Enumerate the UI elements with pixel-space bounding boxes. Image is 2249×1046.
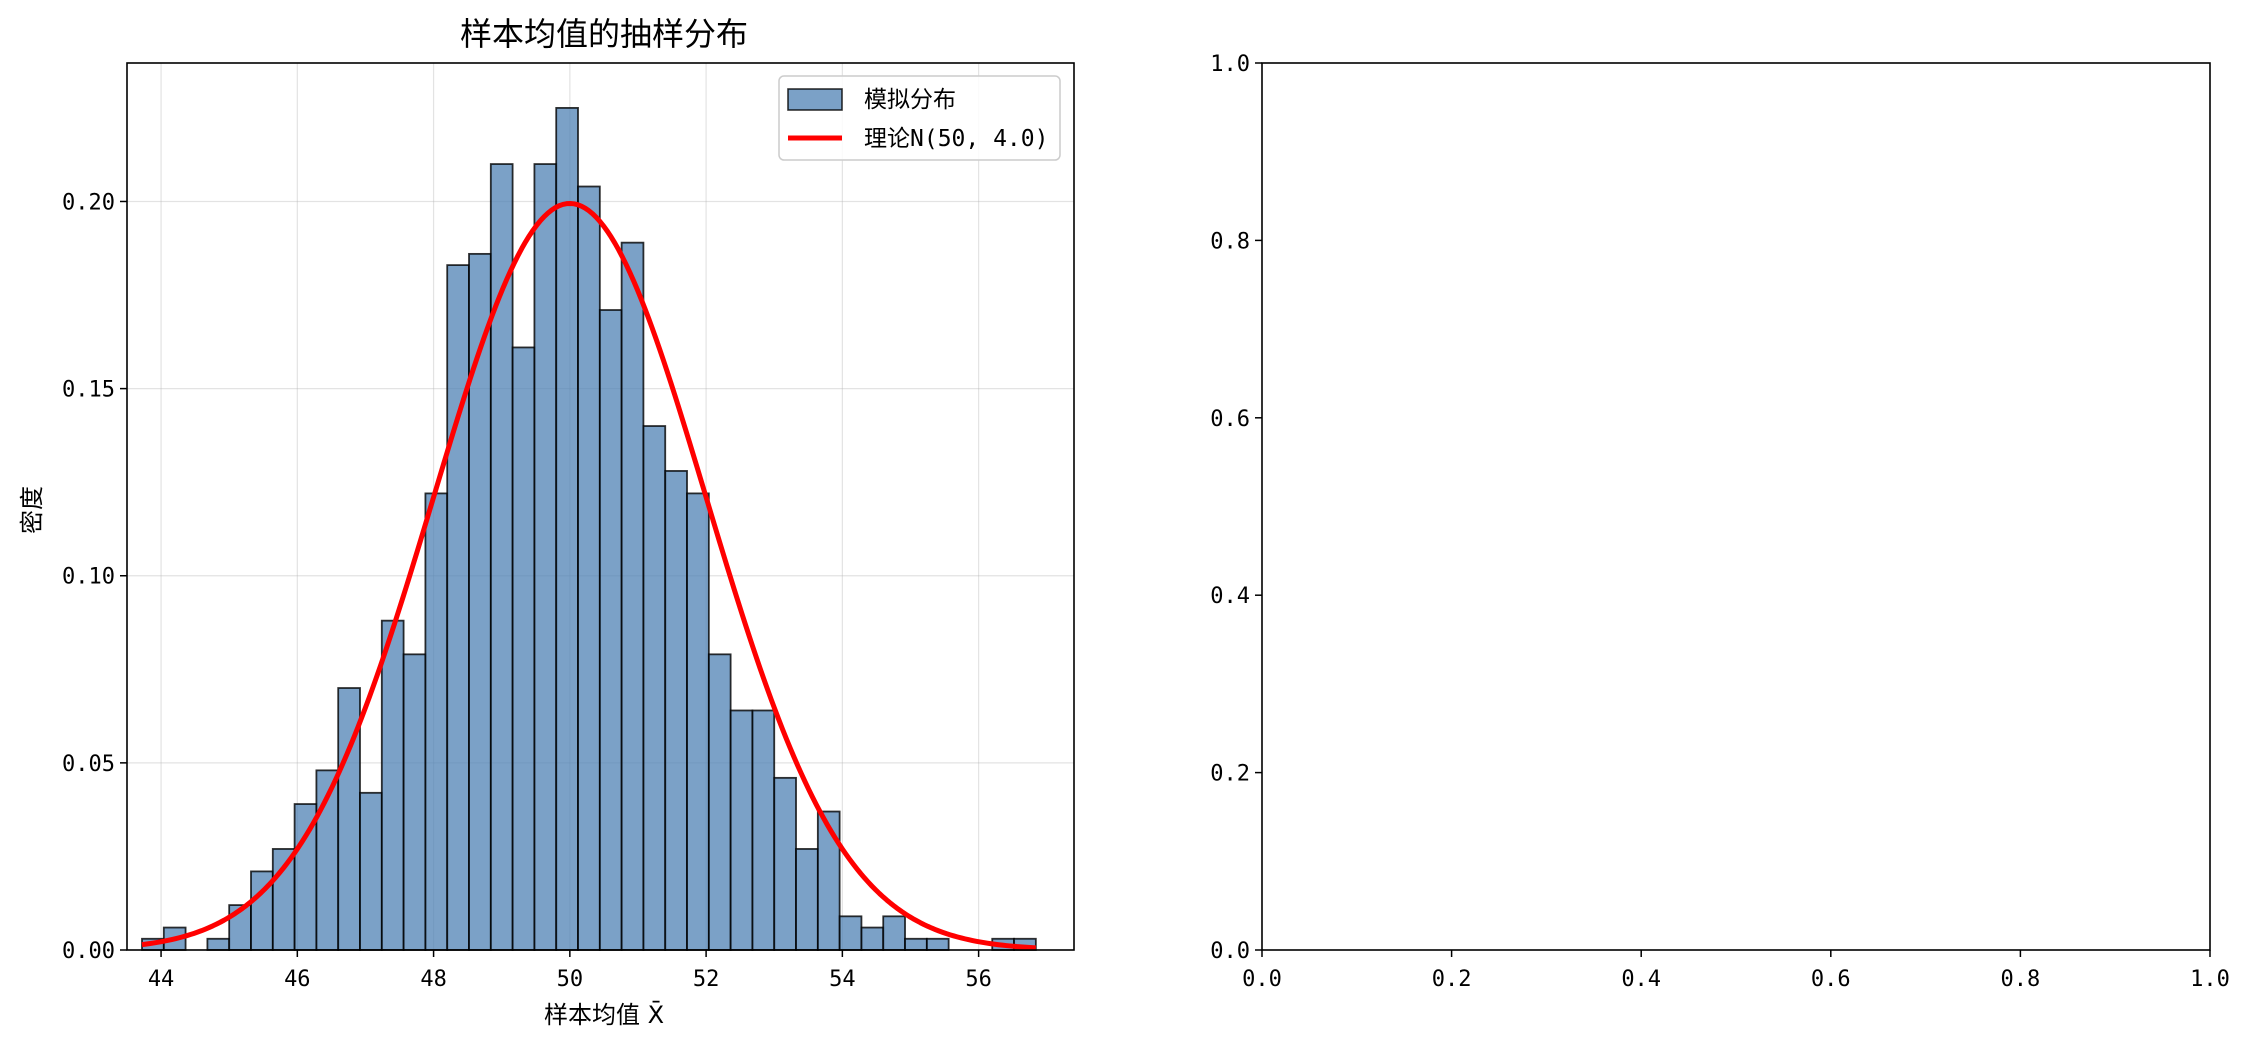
y-tick-label: 0.6: [1210, 407, 1250, 432]
y-axis-ticks: 0.00 0.05 0.10 0.15 0.20: [62, 190, 127, 964]
y-tick-label: 0.10: [62, 565, 115, 590]
histogram-bar: [838, 915, 863, 951]
histogram-bars: [141, 107, 1037, 951]
x-tick-label: 0.8: [2001, 967, 2041, 992]
legend-box: [778, 75, 1061, 161]
y-tick-label: 0.0: [1210, 939, 1250, 964]
histogram-bar: [489, 163, 514, 951]
histogram-bar: [380, 619, 405, 951]
histogram-bar: [686, 492, 710, 951]
histogram-bar: [533, 163, 558, 951]
x-axis-label: 样本均值 X̄: [544, 1000, 664, 1029]
legend-swatch-histogram: [787, 88, 843, 111]
histogram-bar: [402, 653, 427, 951]
histogram-bar: [468, 252, 492, 951]
histogram-bar: [664, 470, 688, 951]
histogram-bar: [206, 937, 231, 951]
y-tick-label: 0.15: [62, 378, 115, 403]
y-axis-ticks: 0.0 0.2 0.4 0.6 0.8 1.0: [1210, 52, 1262, 964]
x-tick-label: 0.0: [1242, 967, 1282, 992]
x-tick-label: 48: [420, 967, 447, 992]
histogram-bar: [860, 926, 885, 951]
legend-label-curve: 理论N(50, 4.0): [864, 126, 1048, 152]
y-tick-label: 0.8: [1210, 229, 1250, 254]
plot-frame: [126, 62, 1075, 951]
x-axis-ticks: 44 46 48 50 52 54 56: [148, 950, 992, 992]
x-tick-label: 0.2: [1432, 967, 1472, 992]
histogram-bar: [773, 776, 797, 951]
y-axis-label: 密度: [18, 486, 46, 534]
histogram-bar: [642, 425, 667, 951]
histogram-bar: [555, 107, 579, 951]
histogram-bar: [424, 492, 449, 951]
y-tick-label: 0.2: [1210, 762, 1250, 787]
histogram-bar: [359, 791, 383, 951]
x-tick-label: 0.6: [1811, 967, 1851, 992]
x-tick-label: 52: [693, 967, 720, 992]
histogram-bar: [904, 937, 928, 951]
y-tick-label: 0.00: [62, 939, 115, 964]
histogram-panel: 44 46 48 50 52 54 56 0.00 0.05 0.10 0.15 0.20 样本均值…: [18, 15, 1075, 1029]
y-tick-label: 0.20: [62, 190, 115, 215]
y-tick-label: 1.0: [1210, 52, 1250, 77]
plot-frame: [1261, 62, 2211, 951]
x-tick-label: 50: [557, 967, 584, 992]
x-tick-label: 56: [965, 967, 992, 992]
histogram-bar: [816, 810, 841, 951]
histogram-bar: [882, 915, 906, 951]
histogram-bar: [598, 309, 623, 951]
x-tick-label: 44: [148, 967, 175, 992]
legend: 模拟分布 理论N(50, 4.0): [778, 75, 1061, 161]
histogram-bar: [446, 264, 470, 951]
histogram-bar: [620, 241, 645, 951]
y-tick-label: 0.05: [62, 752, 115, 777]
y-tick-label: 0.4: [1210, 584, 1250, 609]
histogram-bar: [751, 709, 776, 951]
histogram-bar: [577, 185, 601, 951]
x-tick-label: 1.0: [2190, 967, 2230, 992]
legend-label-histogram: 模拟分布: [864, 87, 956, 113]
histogram-bar: [511, 346, 536, 951]
empty-panel: 0.0 0.2 0.4 0.6 0.8 1.0 0.0 0.2 0.4 0.6 0.8 1.0: [1210, 52, 2230, 992]
histogram-bar: [707, 653, 732, 951]
histogram-bar: [729, 709, 754, 951]
chart-title: 样本均值的抽样分布: [460, 15, 748, 53]
histogram-bar: [925, 937, 950, 951]
normal-curve-line: [141, 200, 1036, 951]
x-tick-label: 54: [829, 967, 856, 992]
histogram-bar: [795, 848, 819, 951]
x-axis-ticks: 0.0 0.2 0.4 0.6 0.8 1.0: [1242, 950, 2230, 992]
x-tick-label: 0.4: [1621, 967, 1661, 992]
x-tick-label: 46: [284, 967, 311, 992]
